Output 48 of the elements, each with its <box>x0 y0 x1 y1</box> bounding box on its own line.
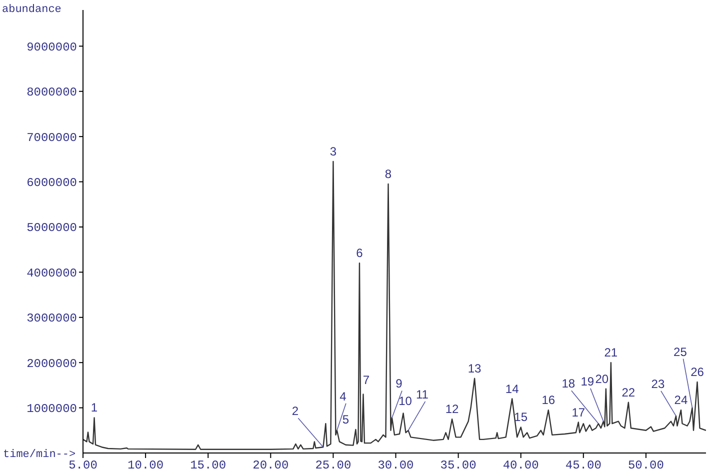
y-tick-label: 3000000 <box>26 312 77 326</box>
y-tick-label: 8000000 <box>26 86 77 100</box>
y-tick-label: 5000000 <box>26 221 77 236</box>
annotation: 16 <box>542 393 556 408</box>
annotation: 3 <box>330 144 337 158</box>
annotation: 24 <box>674 393 688 408</box>
annotation: 21 <box>604 346 618 360</box>
x-tick-label: 15.00 <box>190 458 226 472</box>
y-tick-label: 4000000 <box>26 266 77 280</box>
annotation: 19 <box>580 374 594 388</box>
annotation: 4 <box>340 389 347 404</box>
annotation: 5 <box>342 412 350 426</box>
y-tick-label: 6000000 <box>26 176 77 190</box>
annotation: 25 <box>674 344 688 359</box>
annotation: 9 <box>396 376 403 391</box>
annotation: 7 <box>362 373 370 388</box>
annotation: 1 <box>90 400 98 415</box>
annotation: 26 <box>690 365 704 380</box>
line-series <box>83 160 706 450</box>
annotation: 23 <box>651 376 665 391</box>
x-tick-label: 30.00 <box>378 458 414 472</box>
x-tick-label: 25.00 <box>315 458 352 472</box>
y-tick-label: 7000000 <box>26 130 77 145</box>
annotation: 18 <box>562 376 576 391</box>
y-axis-title: abundance <box>2 4 62 16</box>
x-tick-label: 50.00 <box>628 458 664 472</box>
annotation: 6 <box>356 246 364 260</box>
x-tick-label: 35.00 <box>440 458 476 472</box>
x-axis-title: time/min--> <box>3 449 76 461</box>
x-tick-label: 10.00 <box>128 458 164 472</box>
annotation: 14 <box>505 382 520 396</box>
x-tick-label: 5.00 <box>68 458 98 472</box>
annotation: 13 <box>468 361 482 376</box>
y-tick-label: 9000000 <box>26 40 77 54</box>
annotation: 15 <box>514 410 528 424</box>
annotation: 12 <box>445 402 460 416</box>
annotation: 17 <box>572 405 586 420</box>
annotation: 8 <box>384 167 392 182</box>
annotation: 22 <box>622 385 636 400</box>
x-tick-label: 20.00 <box>252 458 289 472</box>
y-tick-label: 1000000 <box>26 402 77 416</box>
y-tick-label: 2000000 <box>26 356 77 371</box>
annotation: 11 <box>416 387 429 402</box>
x-tick-label: 45.00 <box>565 458 602 472</box>
x-tick-label: 40.00 <box>502 458 539 472</box>
annotation: 2 <box>292 404 299 418</box>
annotation: 20 <box>595 372 609 386</box>
annotation: 10 <box>398 394 412 408</box>
